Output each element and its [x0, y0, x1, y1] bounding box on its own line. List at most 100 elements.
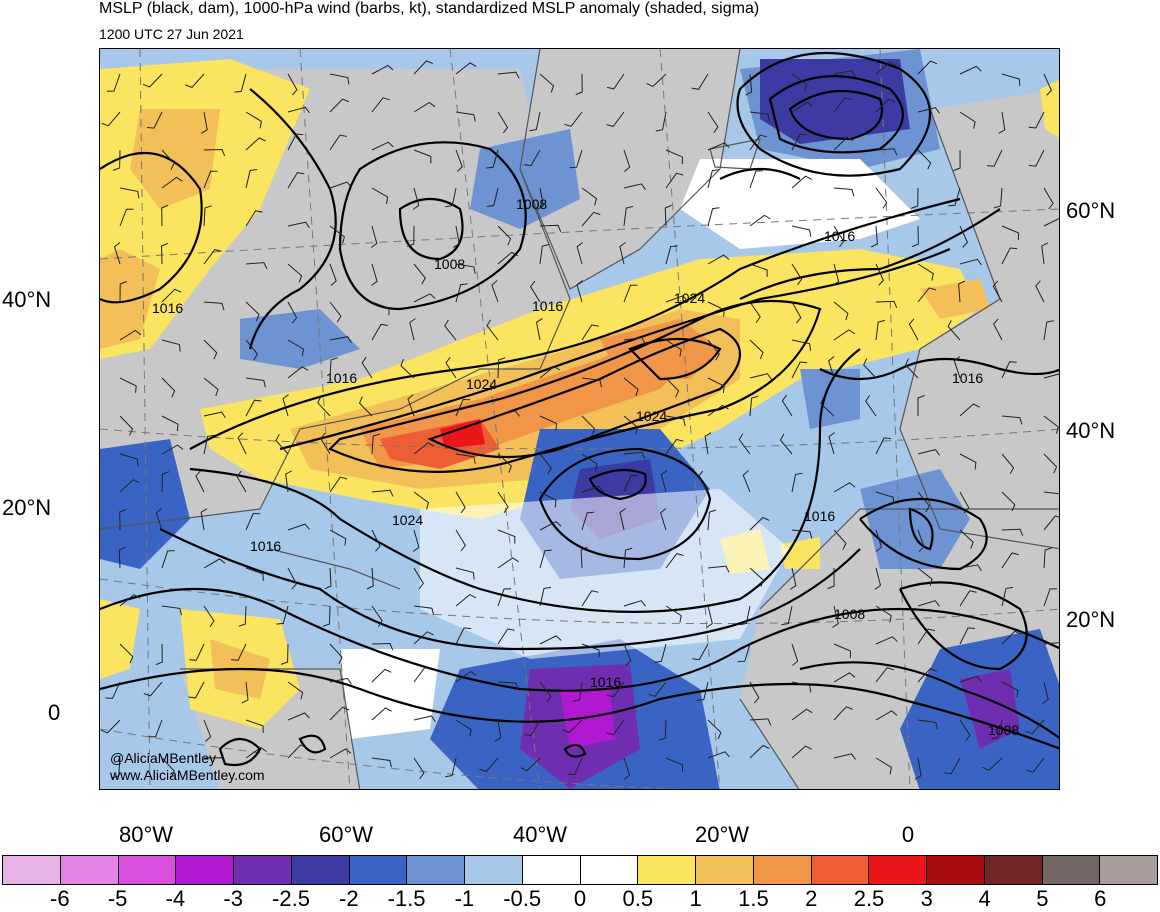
wind-barb [953, 149, 961, 172]
wind-barb [539, 73, 555, 93]
wind-barb [820, 397, 835, 417]
wind-barb [665, 605, 682, 623]
wind-barb [329, 225, 345, 244]
wind-barb [707, 301, 725, 317]
wind-barb [146, 111, 163, 129]
colorbar-tick-label: 6 [1094, 886, 1107, 911]
wind-barb [148, 719, 163, 738]
wind-barb [445, 357, 457, 379]
wind-barb [371, 301, 390, 316]
wind-barb [648, 681, 667, 697]
contour-label: 1024 [392, 512, 423, 528]
wind-barb [245, 137, 266, 151]
wind-barb [329, 677, 352, 685]
wind-barb [665, 245, 678, 265]
wind-barb [520, 757, 541, 772]
wind-barb [606, 719, 625, 736]
lat-label-right-60n: 60°N [1066, 198, 1116, 223]
wind-barb [455, 62, 477, 75]
wind-barb [917, 668, 937, 683]
wind-barb [119, 594, 141, 607]
wind-barb [287, 106, 310, 114]
colorbar-tick-label: 1 [689, 886, 702, 911]
wind-barb [329, 98, 350, 113]
wind-barb [1043, 320, 1054, 341]
wind-barb [203, 377, 219, 397]
wind-barb [917, 107, 940, 114]
wind-barb [875, 636, 898, 645]
wind-barb [287, 133, 304, 151]
wind-barb [161, 288, 182, 303]
wind-barb [833, 753, 856, 760]
wind-barb [917, 628, 936, 645]
wind-barb [155, 643, 163, 666]
wind-barb [497, 410, 520, 417]
wind-barb [696, 681, 709, 701]
wind-barb [539, 244, 550, 265]
wind-barb [371, 707, 392, 721]
wind-barb [791, 101, 814, 113]
colorbar [2, 855, 1158, 885]
wind-barb [276, 605, 289, 625]
wind-barb [413, 149, 432, 164]
wind-barb [1035, 280, 1045, 303]
wind-barb [707, 169, 720, 189]
wind-barb [749, 718, 772, 726]
wind-barb [833, 70, 856, 78]
contour-label: 1024 [466, 376, 497, 392]
wind-barb [195, 470, 205, 493]
wind-barb [161, 377, 176, 398]
colorbar-tick-label: 3 [920, 886, 933, 911]
lat-label-right-40n: 40°N [1066, 418, 1116, 443]
wind-barb [455, 491, 466, 514]
wind-barb [791, 263, 803, 286]
lon-label-60w: 60°W [318, 822, 374, 847]
wind-barb [832, 605, 839, 628]
wind-barbs [100, 60, 1059, 780]
wind-barb [234, 73, 247, 93]
wind-barb [497, 557, 519, 569]
wind-barb [245, 111, 262, 129]
wind-barb [237, 432, 247, 455]
wind-barb [371, 323, 388, 341]
wind-barb [917, 263, 934, 281]
wind-barb [908, 318, 919, 341]
wind-barb [329, 529, 347, 546]
wind-barb [1001, 225, 1020, 241]
wind-barb [992, 280, 1003, 303]
wind-barb [497, 251, 519, 265]
wind-barb [623, 643, 632, 666]
wind-barb [623, 183, 646, 190]
map-panel[interactable]: 1016 1008 1008 1016 1016 1024 1016 1024 … [99, 48, 1060, 790]
wind-barb [1026, 757, 1045, 773]
colorbar-tick-label: -3 [223, 886, 243, 911]
wind-barb [791, 745, 812, 759]
wind-barb [539, 415, 557, 431]
wind-barb [236, 470, 247, 493]
isobars [100, 51, 1059, 767]
colorbar-tick-label: -6 [50, 886, 70, 911]
wind-barb [203, 249, 222, 265]
contour-label: 1016 [804, 508, 835, 524]
wind-barb [412, 187, 420, 210]
wind-barb [413, 60, 434, 75]
colorbar-tick-label: -5 [107, 886, 128, 911]
wind-barb [444, 319, 457, 341]
wind-barb [245, 169, 258, 189]
wind-barb [665, 339, 682, 357]
wind-barb [119, 508, 127, 531]
wind-barb [245, 719, 264, 733]
wind-barb [497, 681, 519, 691]
wind-barb [944, 757, 961, 775]
wind-barb [119, 187, 140, 199]
map-canvas: 1016 1008 1008 1016 1016 1024 1016 1024 … [100, 49, 1059, 789]
wind-barb [707, 254, 730, 265]
wind-barb [413, 263, 426, 285]
wind-barb [737, 643, 751, 663]
lat-label-left-20n: 20°N [2, 495, 52, 520]
credit-handle: @AliciaMBentley [110, 750, 217, 766]
wind-barb [119, 643, 134, 664]
wind-barb [497, 588, 512, 607]
wind-barb [245, 377, 266, 388]
wind-barb [455, 149, 463, 172]
